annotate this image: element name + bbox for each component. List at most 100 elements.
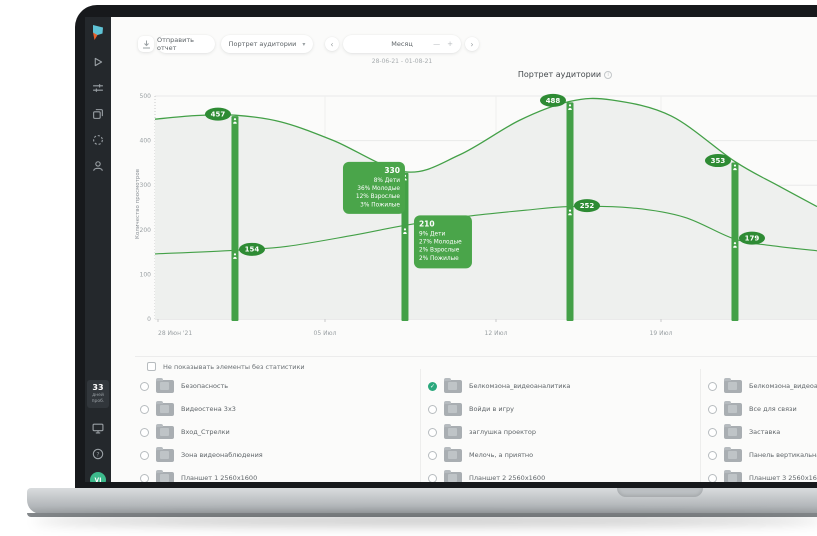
zoom-in-button[interactable]: + <box>447 40 453 48</box>
audience-chart[interactable]: 0 100 200 300 400 500 Количество просмотров 28 … <box>135 89 817 351</box>
zoom-out-button[interactable]: — <box>433 40 441 48</box>
device-item[interactable]: Видеостена 3х3 <box>140 400 263 416</box>
device-item[interactable]: Планшет 3 2560х1600 <box>708 469 817 482</box>
device-item[interactable]: заглушка проектор <box>428 423 570 439</box>
radio-unchecked-icon[interactable] <box>428 404 437 414</box>
radio-unchecked-icon[interactable] <box>140 427 149 437</box>
device-item[interactable]: Панель вертикальная внутр. <box>708 446 817 462</box>
radio-unchecked-icon[interactable] <box>708 404 717 414</box>
device-item[interactable]: ✓ Белкомзона_видеоаналитика <box>428 377 571 393</box>
svg-text:?: ? <box>96 451 99 458</box>
device-item[interactable]: Вход_Стрелки <box>140 423 263 439</box>
radio-unchecked-icon[interactable] <box>708 427 717 437</box>
device-thumbnail <box>444 446 462 462</box>
hide-no-stats-label: Не показывать элементы без статистики <box>163 362 305 371</box>
trial-badge[interactable]: 33 дней проб. <box>87 380 109 408</box>
content-copy-icon[interactable] <box>92 108 104 120</box>
device-item[interactable]: Войди в игру <box>428 400 570 416</box>
sidebar-bottom: 33 дней проб. ? VI <box>85 380 111 482</box>
device-column-3: Белкомзона_видеоаналитика Все для связи За… <box>708 377 817 482</box>
radio-unchecked-icon[interactable] <box>428 473 437 482</box>
screens-icon[interactable] <box>92 422 104 434</box>
radio-checked-icon[interactable]: ✓ <box>428 381 437 391</box>
y-tick-label: 300 <box>140 182 152 189</box>
player-icon[interactable] <box>92 56 104 68</box>
radio-unchecked-icon[interactable] <box>140 404 149 414</box>
device-label: Белкомзона_видеоаналитика <box>469 382 571 390</box>
radio-unchecked-icon[interactable] <box>140 450 149 460</box>
views-bar[interactable] <box>731 162 739 321</box>
x-tick-label: 05 Июл <box>314 330 337 337</box>
device-item[interactable]: Безопасность <box>140 377 263 393</box>
radio-unchecked-icon[interactable] <box>428 450 437 460</box>
help-icon[interactable]: ? <box>92 448 104 460</box>
send-report-button[interactable]: Отправить отчет <box>157 35 215 53</box>
radio-unchecked-icon[interactable] <box>140 473 149 482</box>
radio-unchecked-icon[interactable] <box>708 473 717 482</box>
period-pill[interactable]: Месяц — + <box>343 35 461 53</box>
radio-unchecked-icon[interactable] <box>428 427 437 437</box>
value-badge-label: 252 <box>580 202 595 210</box>
column-divider <box>420 369 421 482</box>
device-label: Видеостена 3х3 <box>181 405 236 413</box>
value-badge-label: 457 <box>211 111 226 119</box>
period-prev-button[interactable]: ‹ <box>325 37 339 51</box>
device-thumbnail <box>156 377 174 393</box>
trial-days: 33 <box>92 383 104 393</box>
value-badge[interactable] <box>540 93 567 107</box>
person-icon <box>568 213 572 216</box>
users-icon[interactable] <box>92 160 104 172</box>
device-item[interactable]: Все для связи <box>708 400 817 416</box>
device-thumbnail <box>156 469 174 482</box>
trial-label: дней проб. <box>91 393 105 405</box>
hide-no-stats-toggle[interactable]: Не показывать элементы без статистики <box>147 362 305 371</box>
device-thumbnail <box>156 446 174 462</box>
x-tick-label: 19 Июл <box>650 330 673 337</box>
value-badge[interactable] <box>738 231 765 245</box>
radio-unchecked-icon[interactable] <box>708 450 717 460</box>
radio-unchecked-icon[interactable] <box>708 381 717 391</box>
value-badge[interactable] <box>238 242 265 256</box>
device-label: Заставка <box>749 428 781 436</box>
spinner-icon[interactable] <box>92 134 104 146</box>
prev-arrow-icon: ‹ <box>330 39 334 49</box>
radio-unchecked-icon[interactable] <box>140 381 149 391</box>
device-thumbnail <box>156 423 174 439</box>
y-tick-label: 500 <box>140 93 152 100</box>
view-select[interactable]: Портрет аудитории ▾ <box>221 35 313 53</box>
info-icon[interactable]: i <box>604 70 613 79</box>
user-avatar[interactable]: VI <box>90 472 106 482</box>
chart-title: Портрет аудитории i <box>385 70 745 79</box>
series-unique-viewers-line[interactable] <box>154 205 817 255</box>
value-badge[interactable] <box>204 107 231 121</box>
device-item[interactable]: Зона видеонаблюдения <box>140 446 263 462</box>
breakdown-tooltip <box>413 215 472 269</box>
device-label: Планшет 3 2560х1600 <box>749 474 817 482</box>
tooltip-line: 12% Взрослые <box>356 194 400 200</box>
view-select-value: Портрет аудитории <box>228 40 297 48</box>
device-item[interactable]: Белкомзона_видеоаналитика <box>708 377 817 393</box>
area-fill <box>155 98 817 319</box>
device-item[interactable]: Мелочь, а приятно <box>428 446 570 462</box>
device-item[interactable]: Планшет 1 2560х1600 <box>140 469 263 482</box>
y-axis-label: Количество просмотров <box>135 169 141 239</box>
app-screen: 33 дней проб. ? VI Отправить отчет Пор <box>85 17 817 482</box>
person-icon <box>403 228 407 231</box>
value-badge[interactable] <box>574 199 601 213</box>
views-bar[interactable] <box>231 116 239 321</box>
device-thumbnail <box>444 400 462 416</box>
value-badge[interactable] <box>704 154 731 168</box>
device-column-2: ✓ Белкомзона_видеоаналитика Войди в игру за… <box>428 377 571 482</box>
tooltip-value: 210 <box>419 219 435 228</box>
person-icon <box>233 121 237 124</box>
device-item[interactable]: Заставка <box>708 423 817 439</box>
device-label: Все для связи <box>749 405 797 413</box>
tooltip-line: 27% Молодые <box>419 240 462 246</box>
sliders-icon[interactable] <box>92 82 104 94</box>
divider <box>135 356 817 357</box>
device-item[interactable]: Планшет 2 2560х1600 <box>428 469 570 482</box>
app-logo-icon[interactable] <box>90 24 106 42</box>
checkbox-unchecked-icon[interactable] <box>147 362 156 371</box>
download-report-button[interactable] <box>138 36 154 52</box>
period-next-button[interactable]: › <box>465 37 479 51</box>
